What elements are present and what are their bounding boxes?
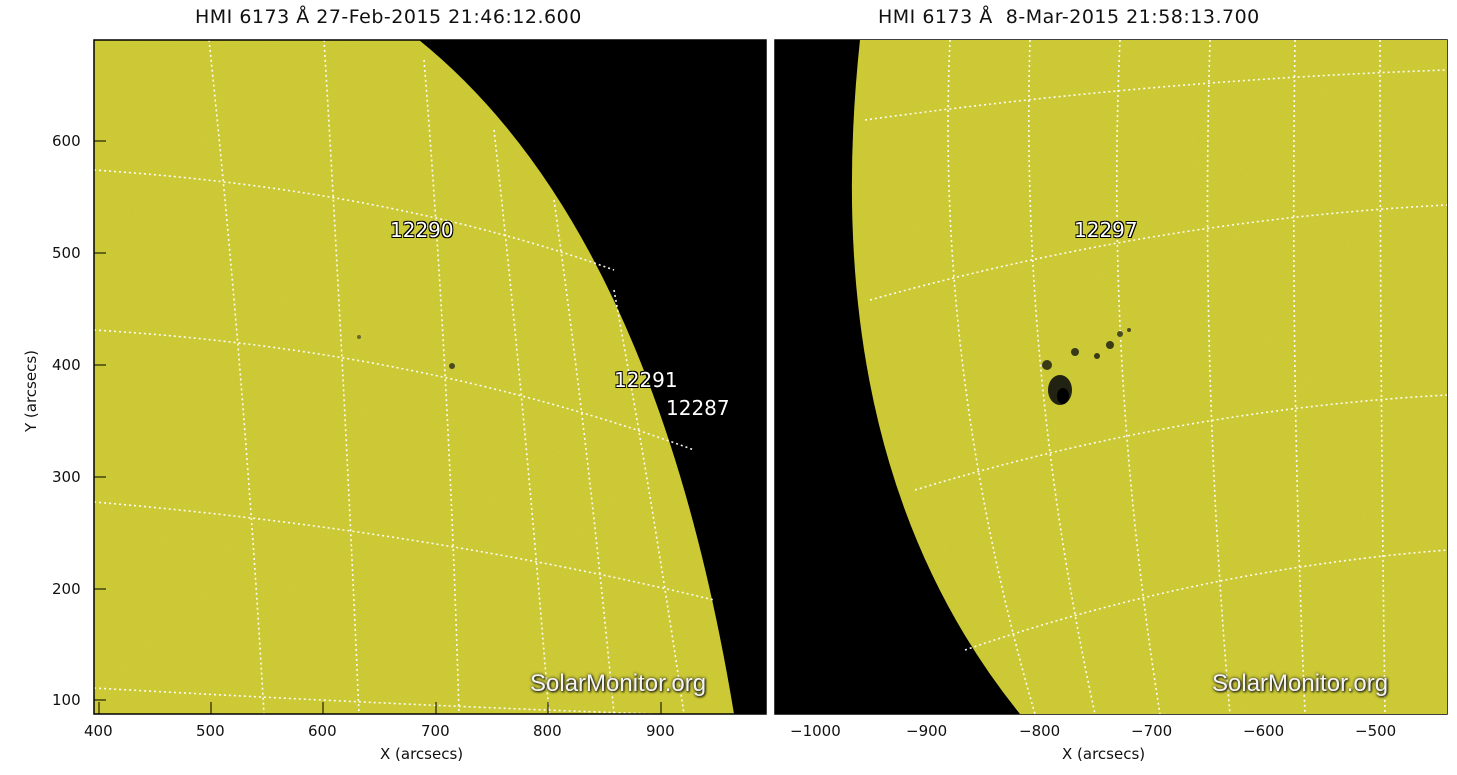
left-panel-title: HMI 6173 Å 27-Feb-2015 21:46:12.600 (195, 6, 582, 28)
right-solar-disk (851, 40, 1447, 714)
left-solar-image: 12290 12291 12287 SolarMonitor.org (94, 40, 766, 714)
left-y-tick: 500 (52, 244, 81, 262)
right-x-tick: −600 (1243, 722, 1285, 740)
left-x-tick: 800 (533, 722, 562, 740)
left-watermark: SolarMonitor.org (530, 670, 707, 697)
left-y-tick: 300 (52, 468, 81, 486)
right-solar-image: 12297 SolarMonitor.org (775, 40, 1447, 714)
region-label-12297: 12297 (1074, 218, 1138, 242)
right-x-axis-title: X (arcsecs) (1062, 745, 1146, 763)
left-x-axis-title: X (arcsecs) (380, 745, 464, 763)
region-label-12290: 12290 (390, 218, 454, 242)
right-x-tick: −900 (906, 722, 948, 740)
region-label-12287: 12287 (666, 396, 730, 420)
left-x-tick: 600 (308, 722, 337, 740)
left-y-tick: 200 (52, 580, 81, 598)
right-x-tick: −1000 (790, 722, 841, 740)
right-watermark: SolarMonitor.org (1212, 670, 1389, 697)
left-x-tick: 700 (421, 722, 450, 740)
right-x-tick: −500 (1355, 722, 1397, 740)
right-panel-title: HMI 6173 Å 8-Mar-2015 21:58:13.700 (878, 6, 1260, 28)
left-y-tick: 400 (52, 356, 81, 374)
left-y-axis-title: Y (arcsecs) (22, 349, 40, 432)
right-x-tick: −800 (1019, 722, 1061, 740)
left-x-tick: 500 (196, 722, 225, 740)
right-x-tick: −700 (1131, 722, 1173, 740)
region-label-12291: 12291 (614, 368, 678, 392)
left-y-tick: 100 (52, 691, 81, 709)
left-y-tick: 600 (52, 132, 81, 150)
left-x-tick: 900 (646, 722, 675, 740)
left-x-tick: 400 (84, 722, 113, 740)
